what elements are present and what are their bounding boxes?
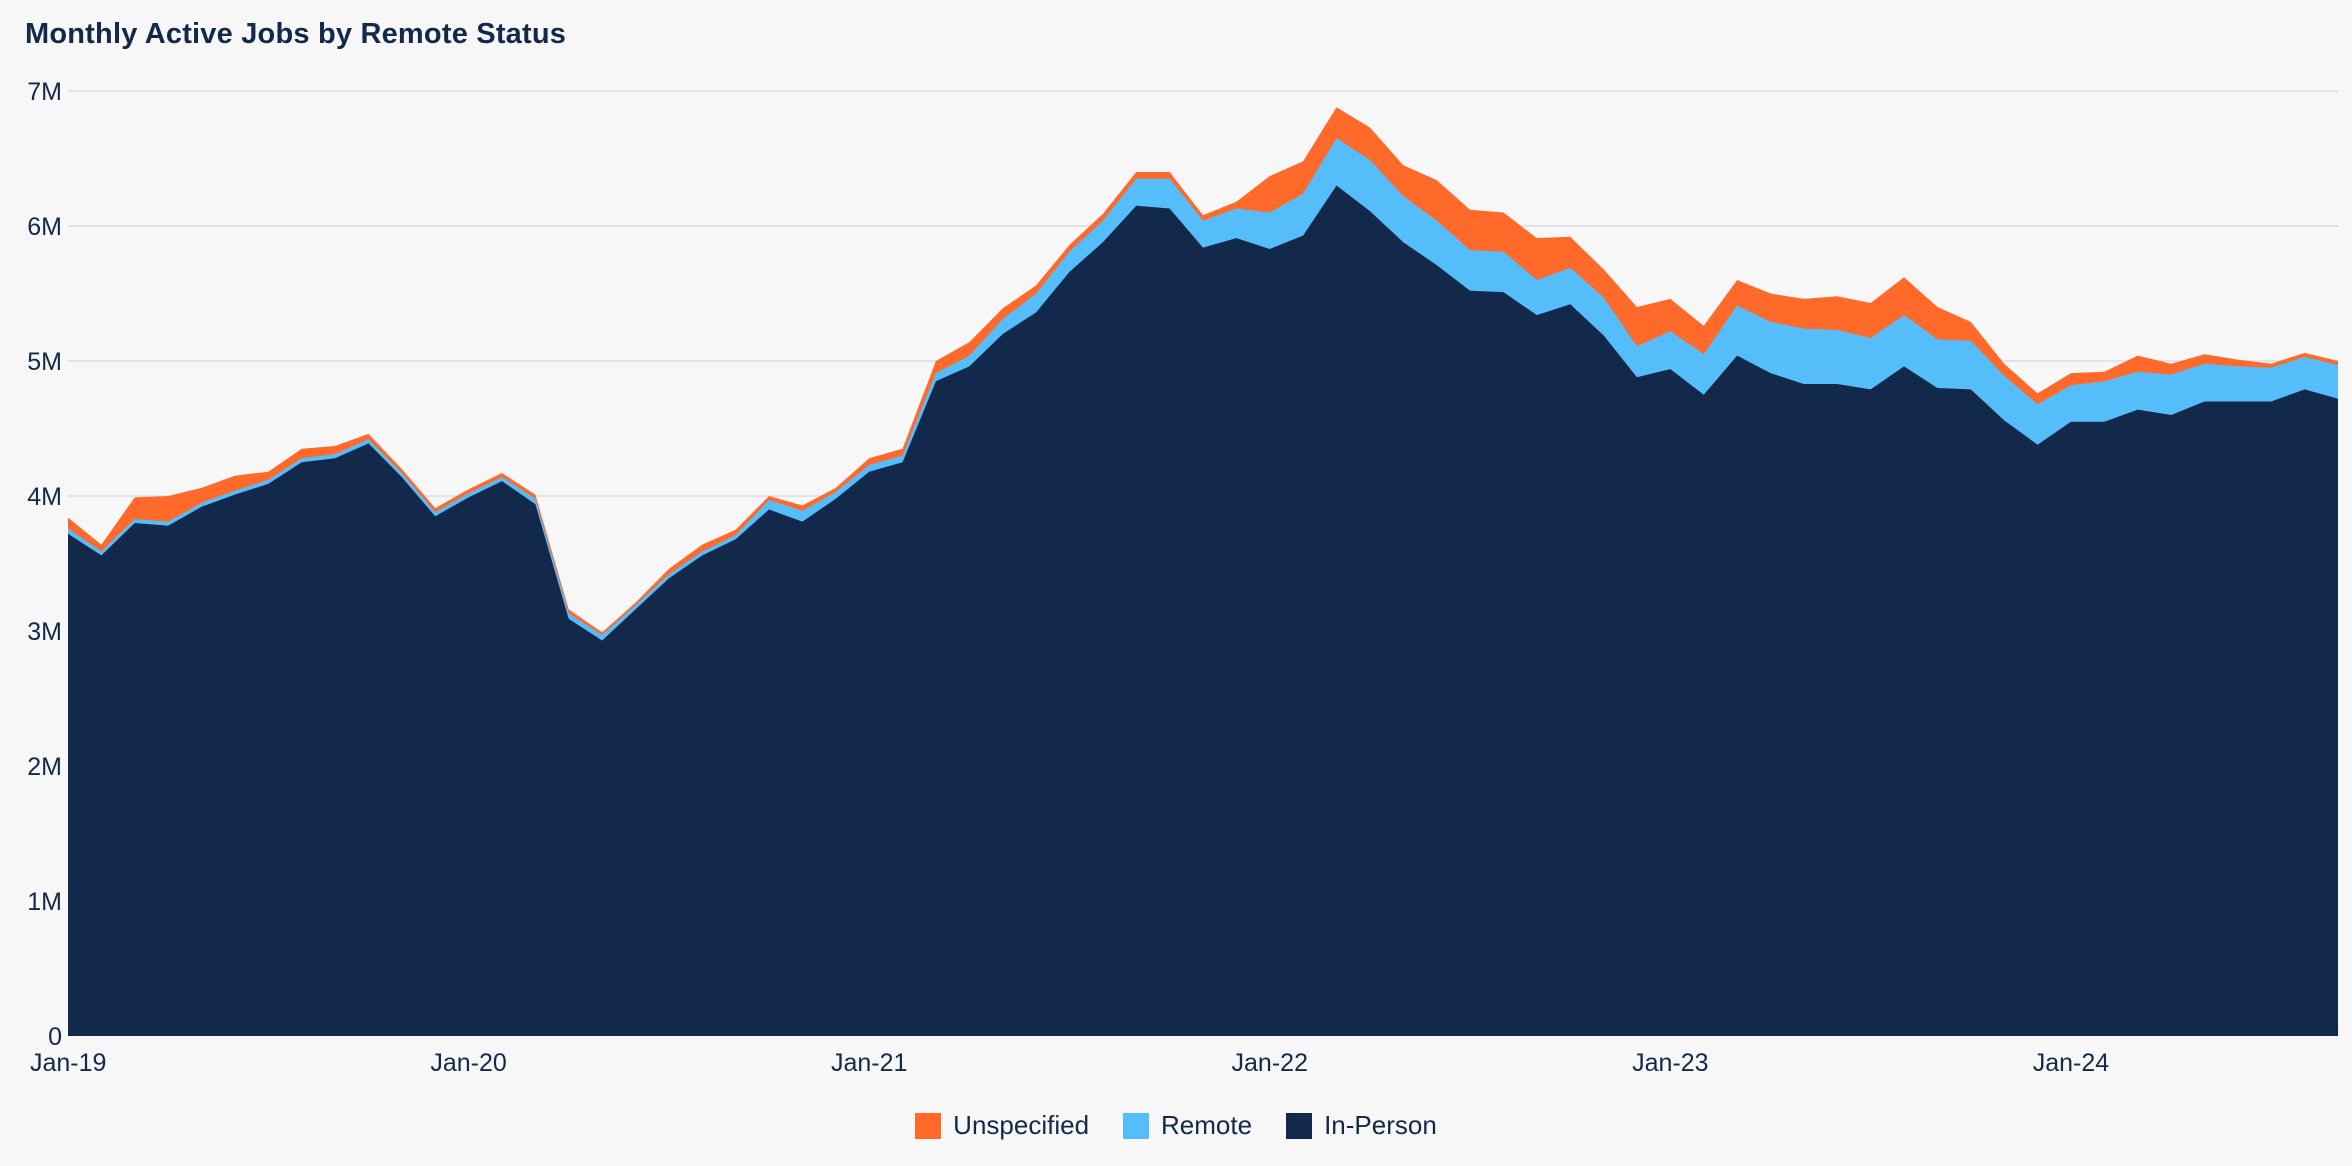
- legend-item-remote[interactable]: Remote: [1123, 1110, 1252, 1141]
- y-tick-label: 2M: [27, 753, 62, 781]
- x-tick-label: Jan-21: [831, 1049, 907, 1077]
- legend-swatch-in-person: [1286, 1112, 1313, 1139]
- stacked-areas: [68, 107, 2338, 1036]
- y-tick-label: 6M: [27, 213, 62, 241]
- x-tick-label: Jan-19: [30, 1049, 106, 1077]
- x-axis-labels: Jan-19 Jan-20 Jan-21 Jan-22 Jan-23 Jan-24: [30, 1049, 2109, 1077]
- y-tick-label: 7M: [27, 78, 62, 106]
- y-axis-labels: 0 1M 2M 3M 4M 5M 6M 7M: [27, 78, 62, 1051]
- legend-item-unspecified[interactable]: Unspecified: [915, 1110, 1089, 1141]
- legend-label-remote: Remote: [1161, 1110, 1253, 1140]
- chart-title: Monthly Active Jobs by Remote Status: [25, 18, 567, 50]
- chart-legend: Unspecified Remote In-Person: [0, 1110, 2352, 1141]
- y-tick-label: 4M: [27, 483, 62, 511]
- legend-item-in-person[interactable]: In-Person: [1286, 1110, 1437, 1141]
- y-tick-label: 5M: [27, 348, 62, 376]
- legend-label-in-person: In-Person: [1324, 1110, 1437, 1140]
- area-in-person: [68, 185, 2338, 1036]
- x-tick-label: Jan-20: [430, 1049, 506, 1077]
- legend-swatch-remote: [1123, 1112, 1150, 1139]
- legend-label-unspecified: Unspecified: [953, 1110, 1090, 1140]
- x-tick-label: Jan-22: [1232, 1049, 1308, 1077]
- y-tick-label: 3M: [27, 618, 62, 646]
- y-tick-label: 0: [48, 1023, 62, 1051]
- y-tick-label: 1M: [27, 888, 62, 916]
- x-tick-label: Jan-23: [1632, 1049, 1708, 1077]
- x-tick-label: Jan-24: [2033, 1049, 2110, 1077]
- legend-swatch-unspecified: [915, 1112, 942, 1139]
